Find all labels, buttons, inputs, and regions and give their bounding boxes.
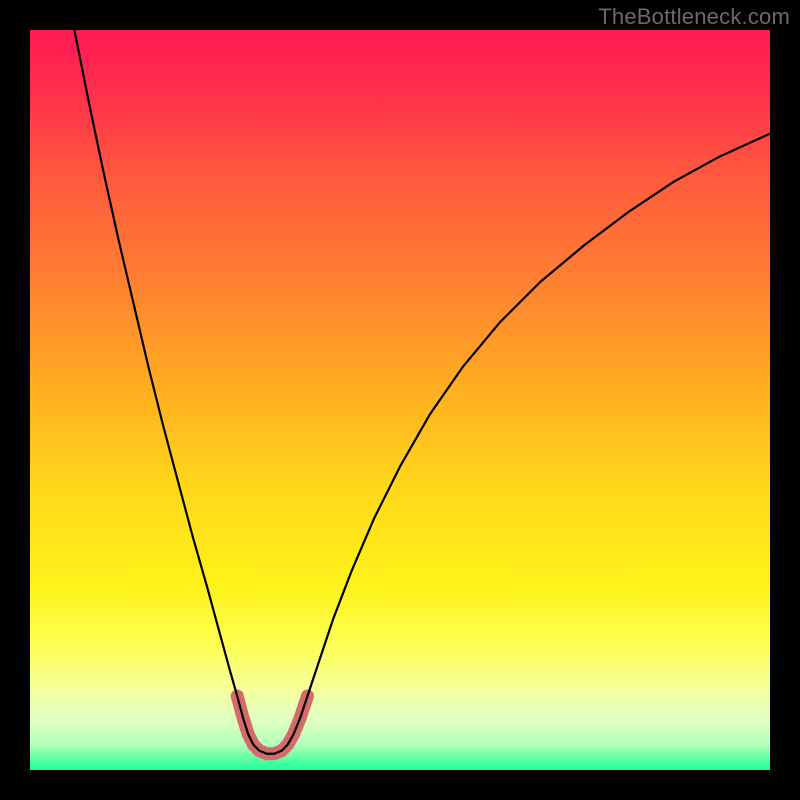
chart-root: TheBottleneck.com [0,0,800,800]
bottleneck-curve-chart [0,0,800,800]
plot-background-gradient [30,30,770,770]
watermark-text: TheBottleneck.com [598,4,790,30]
